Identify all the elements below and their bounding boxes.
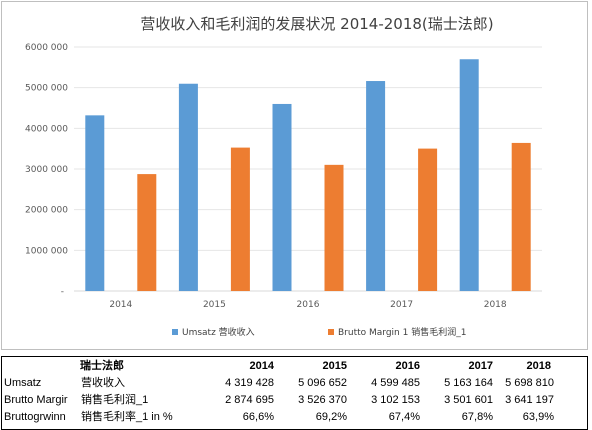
legend-swatch <box>172 329 178 335</box>
row-label-de: Umsatz <box>4 377 42 389</box>
table-cell: 5 163 164 <box>444 377 493 389</box>
table-cell: 5 096 652 <box>298 377 347 389</box>
bar-brutto-margin <box>418 148 438 291</box>
row-label-cn: 销售毛利率_1 in % <box>81 411 173 423</box>
legend-swatch <box>328 329 334 335</box>
table-year-header: 2017 <box>468 360 493 372</box>
chart-frame: 营收收入和毛利润的发展状况 2014-2018(瑞士法郎) - 1000 000 2… <box>1 1 588 350</box>
y-tick-labels: - 1000 000 2000 000 3000 000 4000 000 5000 00… <box>25 43 68 297</box>
table-cell: 63,9% <box>522 411 554 423</box>
row-label-cn: 营收收入 <box>81 377 125 389</box>
data-table: 瑞士法郎 2014 2015 2016 2017 2018 Umsatz 营收收… <box>1 356 588 430</box>
y-tick-label: - <box>61 287 64 297</box>
bar-umsatz <box>85 115 105 291</box>
bar-layer <box>85 59 531 292</box>
x-tick-label: 2016 <box>297 300 320 310</box>
chart-svg: 营收收入和毛利润的发展状况 2014-2018(瑞士法郎) - 1000 000 2… <box>25 15 542 338</box>
table-year-header: 2014 <box>249 360 274 372</box>
x-tick-label: 2015 <box>203 300 226 310</box>
chart-title: 营收收入和毛利润的发展状况 2014-2018(瑞士法郎) <box>140 15 493 33</box>
x-tick-labels: 2014 2015 2016 2017 2018 <box>109 300 507 310</box>
y-tick-label: 4000 000 <box>25 124 68 134</box>
row-label-de: Brutto Margir <box>4 394 68 406</box>
legend-label: Brutto Margin 1 销售毛利润_1 <box>338 326 466 338</box>
table-company-header: 瑞士法郎 <box>80 360 124 372</box>
table-cell: 3 501 601 <box>444 394 493 406</box>
table-cell: 69,2% <box>315 411 347 423</box>
bar-brutto-margin <box>511 142 531 291</box>
table-cell: 2 874 695 <box>225 394 274 406</box>
bar-umsatz <box>459 59 479 291</box>
y-tick-label: 6000 000 <box>25 43 68 53</box>
bar-umsatz <box>178 83 198 292</box>
legend-label: Umsatz 营收收入 <box>182 326 255 338</box>
table-header-row: 瑞士法郎 2014 2015 2016 2017 2018 <box>2 358 587 375</box>
y-tick-label: 5000 000 <box>25 84 68 94</box>
bar-brutto-margin <box>230 147 250 291</box>
table-row: Bruttogrwinn 销售毛利率_1 in % 66,6% 69,2% 67… <box>2 409 587 426</box>
table-row: Umsatz 营收收入 4 319 428 5 096 652 4 599 48… <box>2 375 587 392</box>
table-cell: 66,6% <box>242 411 274 423</box>
table-cell: 3 102 153 <box>371 394 420 406</box>
bar-umsatz <box>272 103 292 291</box>
x-tick-label: 2017 <box>390 300 413 310</box>
y-tick-label: 2000 000 <box>25 206 68 216</box>
row-label-cn: 销售毛利润_1 <box>81 394 149 406</box>
table-cell: 4 599 485 <box>371 377 420 389</box>
x-tick-label: 2014 <box>109 300 132 310</box>
row-label-de: Bruttogrwinn <box>4 411 66 423</box>
table-row: Brutto Margir 销售毛利润_1 2 874 695 3 526 37… <box>2 392 587 409</box>
x-tick-label: 2018 <box>484 300 507 310</box>
table-year-header: 2015 <box>322 360 347 372</box>
table-year-header: 2018 <box>526 360 551 372</box>
legend: Umsatz 营收收入 Brutto Margin 1 销售毛利润_1 <box>172 326 466 338</box>
table-cell: 67,4% <box>388 411 420 423</box>
bar-umsatz <box>366 81 386 291</box>
bar-brutto-margin <box>324 164 344 291</box>
table-cell: 67,8% <box>461 411 493 423</box>
y-tick-label: 1000 000 <box>25 246 68 256</box>
table-cell: 4 319 428 <box>225 377 274 389</box>
table-cell: 5 698 810 <box>505 377 554 389</box>
bar-brutto-margin <box>137 174 157 291</box>
table-year-header: 2016 <box>395 360 420 372</box>
table-cell: 3 526 370 <box>298 394 347 406</box>
table-cell: 3 641 197 <box>505 394 554 406</box>
y-tick-label: 3000 000 <box>25 165 68 175</box>
